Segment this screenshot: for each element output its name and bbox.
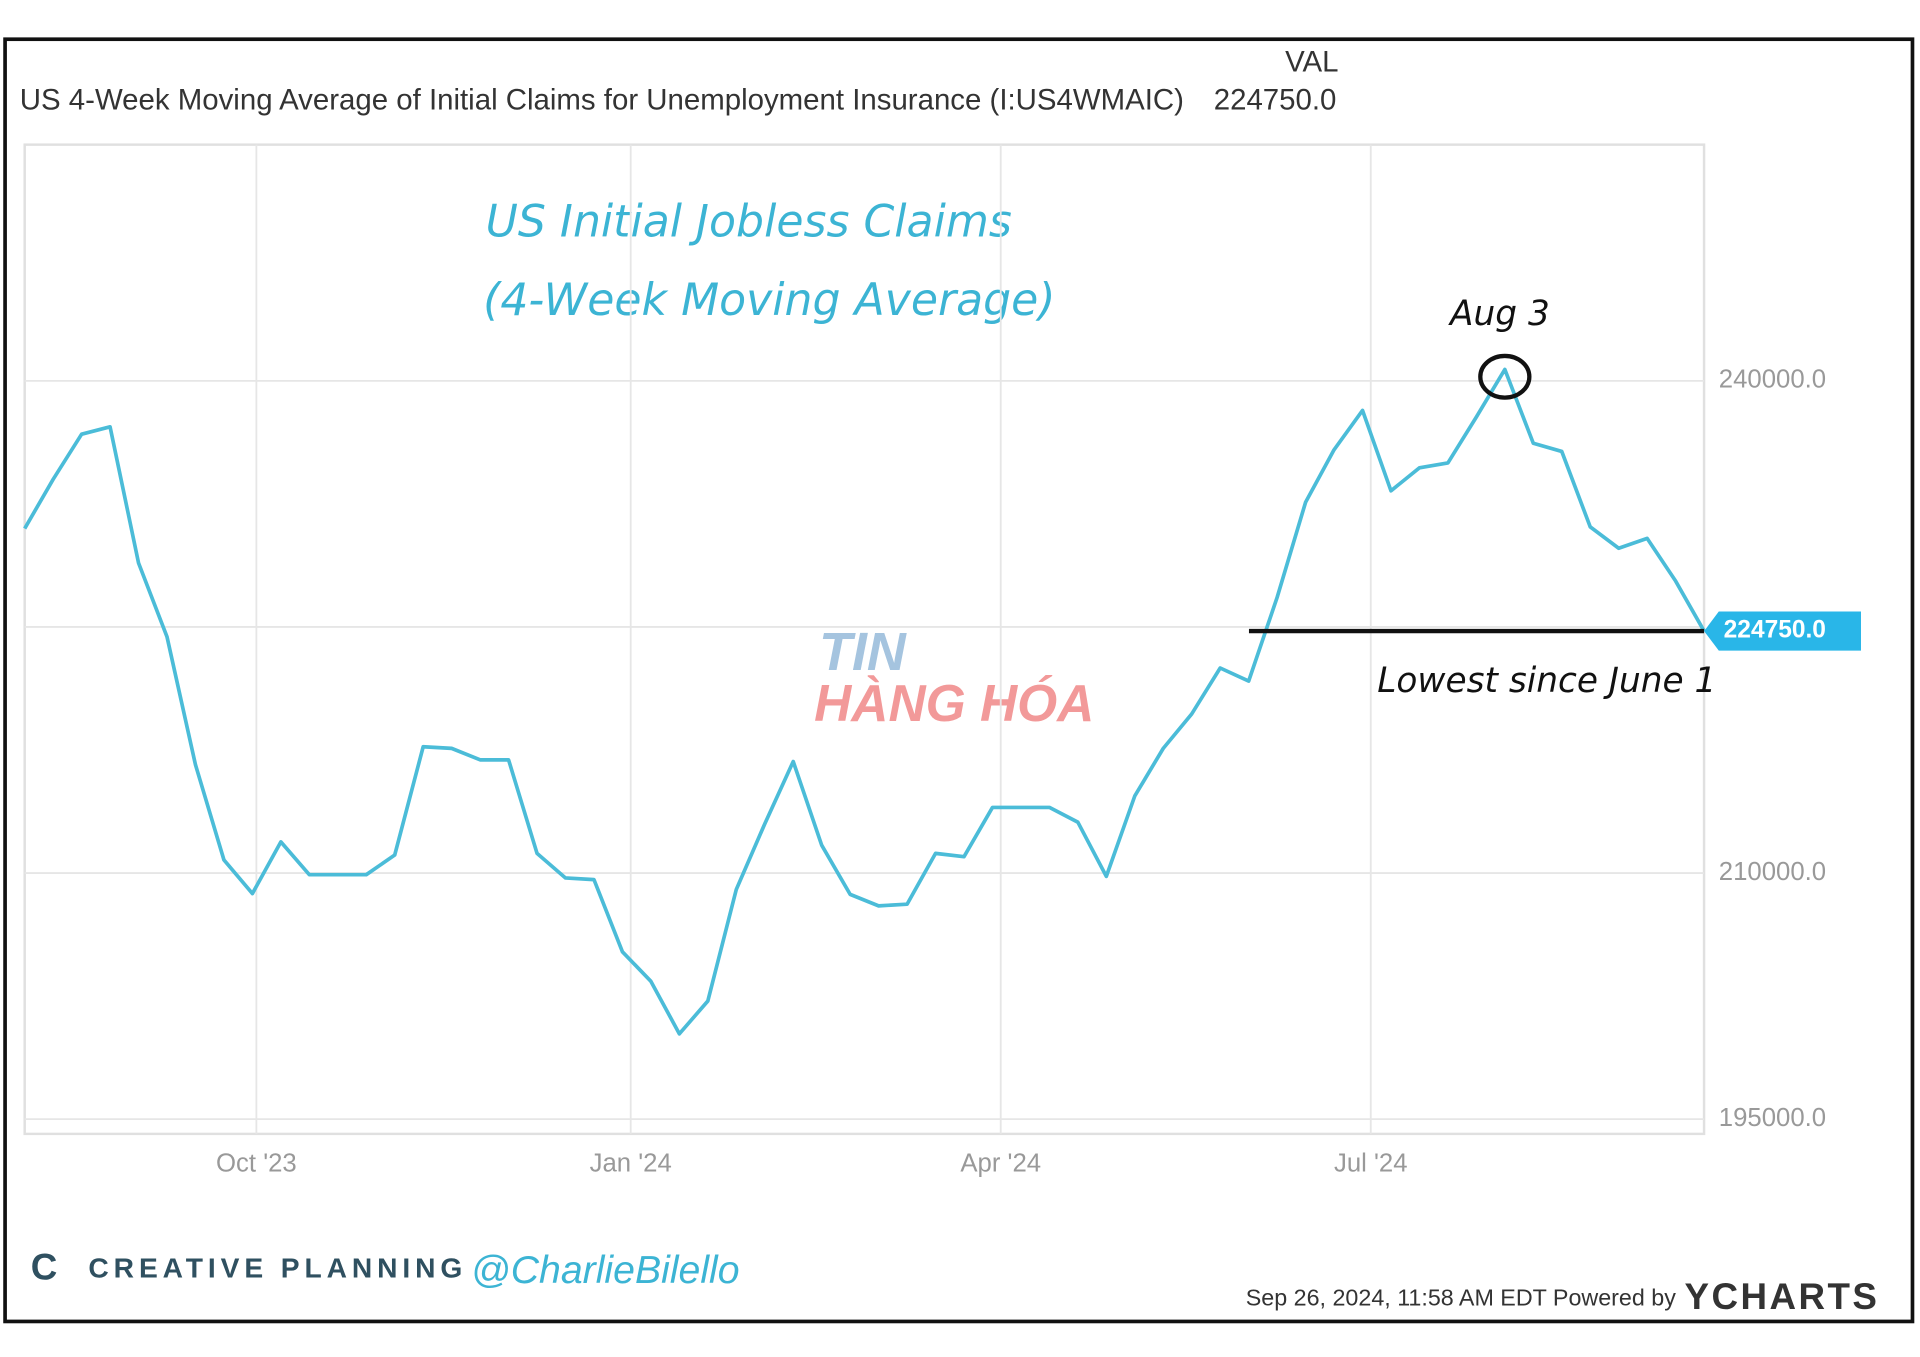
y-tick-label: 240000.0 — [1719, 366, 1826, 394]
chart-title: US 4-Week Moving Average of Initial Clai… — [20, 84, 1184, 117]
brand-logo: C — [31, 1247, 58, 1288]
peak-circle — [1478, 353, 1532, 400]
handle: @CharlieBilello — [471, 1248, 740, 1292]
frame — [3, 37, 1915, 1324]
x-tick-label: Oct '23 — [216, 1149, 297, 1177]
x-tick-label: Jan '24 — [590, 1149, 672, 1177]
x-tick-label: Jul '24 — [1334, 1149, 1408, 1177]
annotation-peak: Aug 3 — [1448, 294, 1550, 334]
y-tick-label: 210000.0 — [1719, 858, 1826, 886]
annotation-lowest: Lowest since June 1 — [1377, 661, 1716, 701]
watermark: TIN — [819, 622, 907, 682]
timestamp: Sep 26, 2024, 11:58 AM EDT Powered by — [1246, 1285, 1676, 1311]
y-tick-label: 195000.0 — [1719, 1104, 1826, 1132]
brand: CREATIVE PLANNING — [88, 1251, 467, 1283]
value-flag-label: 224750.0 — [1724, 617, 1826, 644]
annotation-title: US Initial Jobless Claims — [486, 196, 1012, 247]
source: YCHARTS — [1684, 1276, 1879, 1317]
latest-value: 224750.0 — [1214, 84, 1337, 117]
watermark: HÀNG HÓA — [814, 674, 1094, 732]
value-flag — [1704, 611, 1861, 651]
annotation-subtitle: (4-Week Moving Average) — [483, 275, 1055, 326]
x-tick-label: Apr '24 — [960, 1149, 1041, 1177]
value-header: VAL — [1285, 46, 1338, 79]
plot-area — [23, 143, 1706, 1136]
data-line — [23, 367, 1706, 1036]
